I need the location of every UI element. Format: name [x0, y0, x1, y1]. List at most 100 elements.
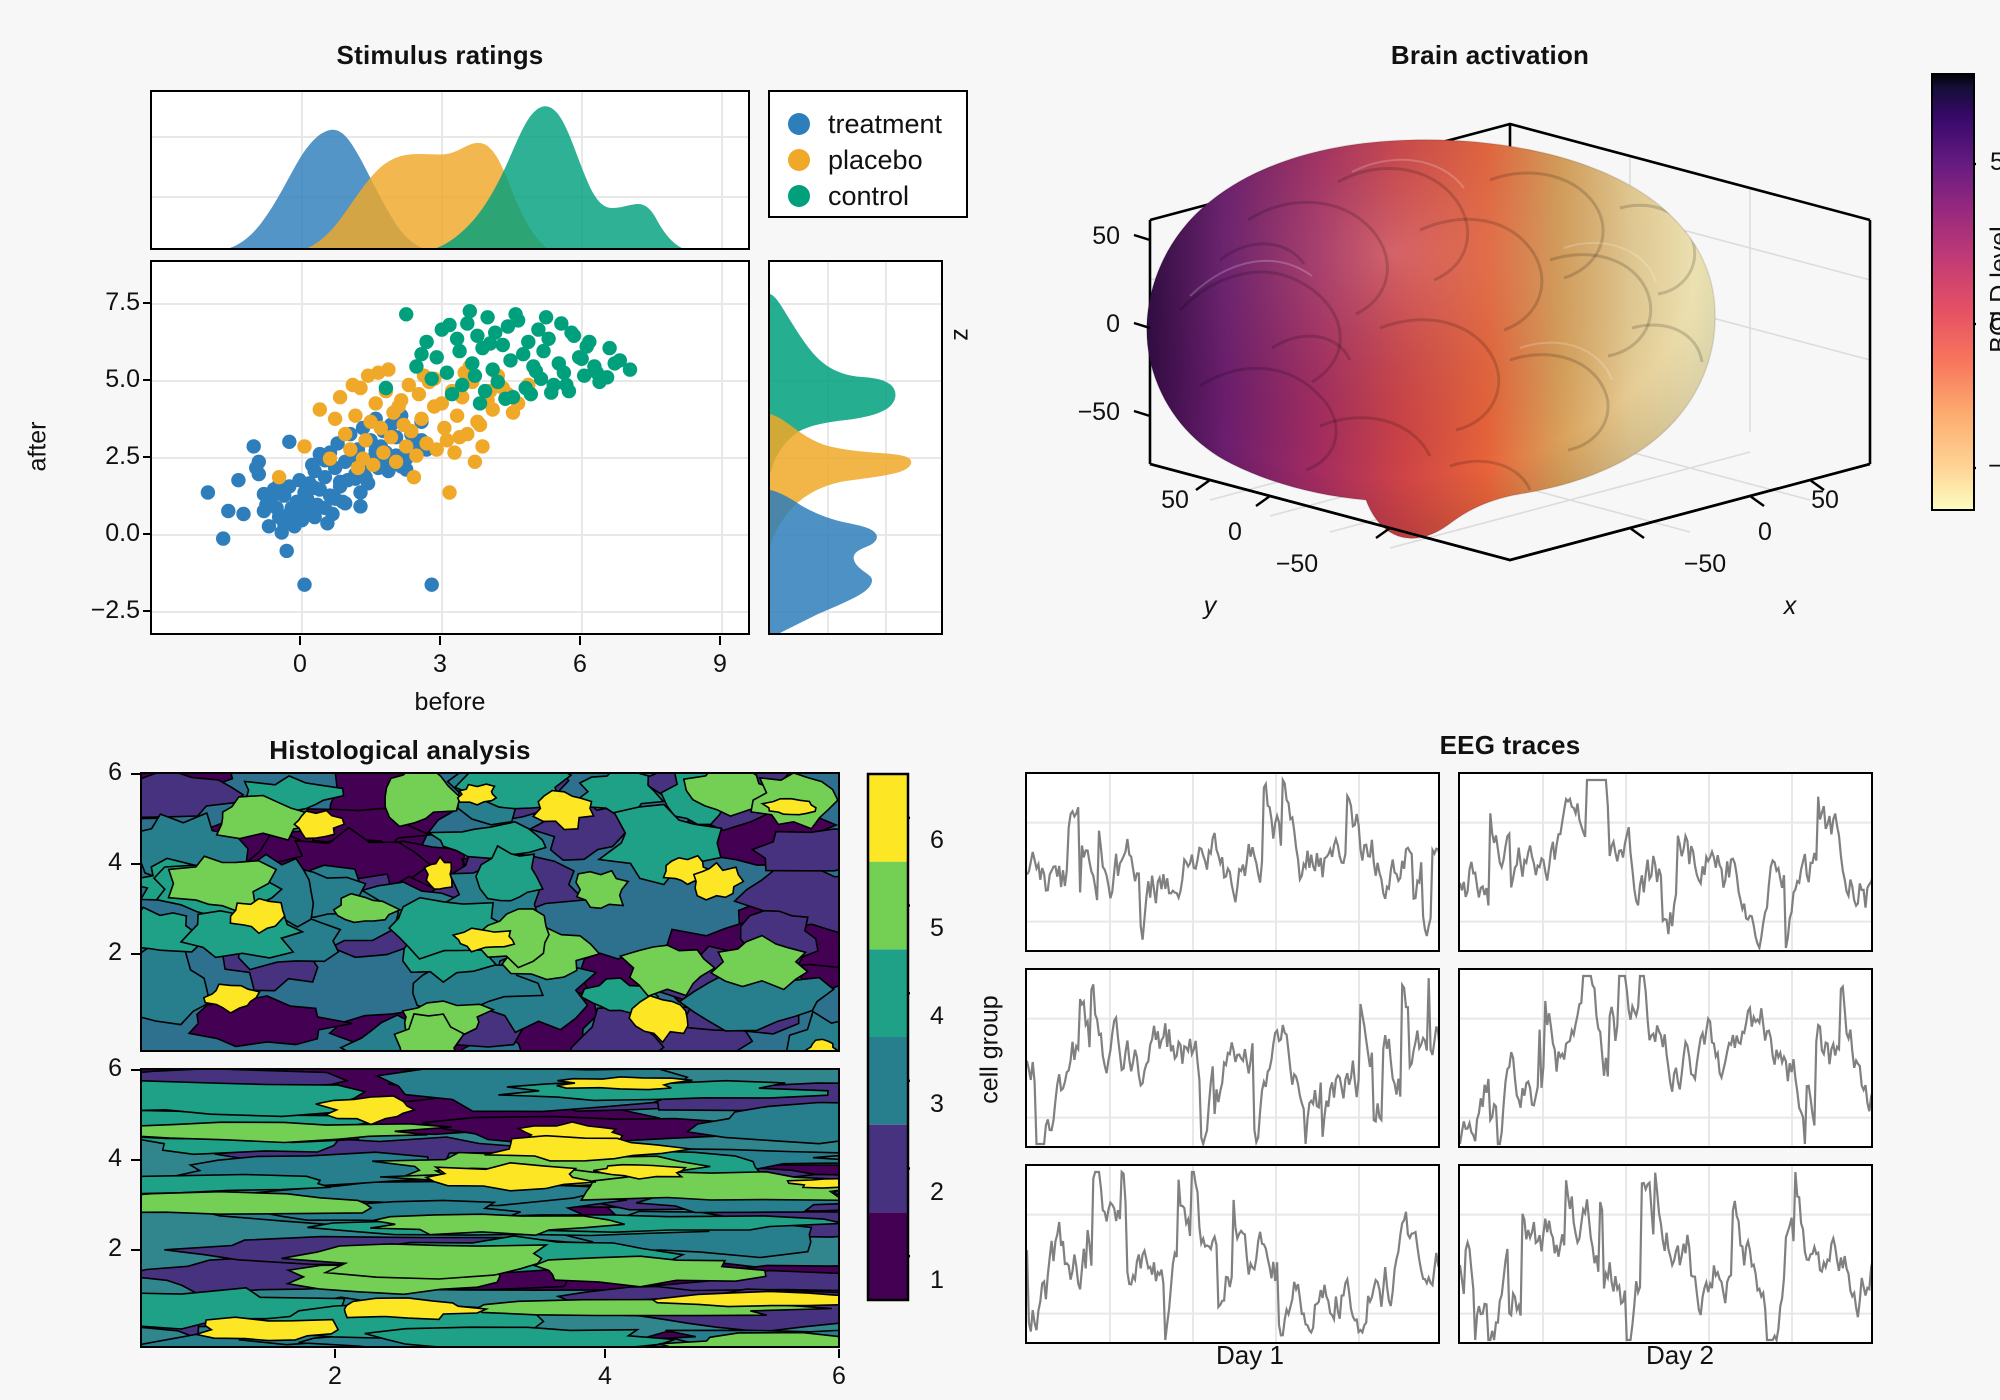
scatter-point	[348, 471, 363, 486]
brain-y-axis-label: y	[1203, 592, 1217, 620]
scatter-point	[236, 506, 251, 522]
scatter-point	[368, 396, 383, 411]
contour-band	[456, 783, 498, 806]
scatter-point	[200, 485, 216, 500]
scatter-point	[348, 408, 363, 423]
colorbar-band	[868, 774, 908, 862]
contour-top-y-4: 4	[108, 848, 122, 876]
eeg-traces-title: EEG traces	[1439, 730, 1581, 760]
scatter-point	[317, 470, 333, 485]
scatter-point	[508, 307, 523, 322]
contour-band	[658, 1331, 838, 1346]
scatter-point	[574, 351, 589, 366]
scatter-point	[462, 304, 477, 319]
y-tick-5.0: 5.0	[105, 365, 140, 393]
legend-item-control[interactable]: control	[788, 178, 966, 214]
scatter-point	[414, 347, 429, 362]
contour-band	[484, 1134, 692, 1162]
scatter-point	[391, 399, 406, 414]
histological-analysis-title: Histological analysis	[269, 735, 531, 765]
brain-z-tick-0: 0	[1106, 310, 1120, 338]
scatter-point	[221, 503, 236, 519]
x-tick-0: 0	[293, 650, 307, 678]
scatter-point	[460, 316, 475, 331]
density-treatment-right	[770, 490, 877, 633]
scatter-point	[338, 496, 353, 511]
scatter-point	[602, 340, 617, 356]
contour-band	[531, 789, 595, 831]
scatter-point	[327, 411, 343, 426]
scatter-point	[449, 331, 465, 346]
contour-band	[750, 828, 838, 872]
cell-tick-4: 4	[930, 1002, 944, 1030]
scatter-point	[383, 430, 399, 445]
cell-tick-1: 1	[930, 1266, 944, 1294]
contour-band	[332, 892, 402, 924]
scatter-point	[325, 506, 340, 522]
legend-label-placebo: placebo	[828, 144, 923, 175]
brain-y-tick--50: −50	[1275, 550, 1319, 578]
contour-band	[805, 1038, 838, 1050]
scatter-point	[424, 577, 439, 592]
scatter-point	[261, 519, 277, 534]
right-density-svg	[770, 262, 941, 633]
scatter-point	[373, 420, 388, 436]
brain-z-tick--50: −50	[1077, 398, 1120, 426]
contour-band	[229, 897, 286, 935]
top-density-svg	[152, 92, 748, 248]
scatter-point	[528, 363, 544, 379]
legend-item-placebo[interactable]: placebo	[788, 142, 966, 178]
scatter-point	[599, 370, 615, 385]
contour-band	[142, 1121, 452, 1144]
eeg-trace-cell	[1458, 968, 1873, 1148]
contour-band	[451, 927, 516, 953]
eeg-trace-svg	[1027, 774, 1438, 950]
scatter-point	[455, 377, 470, 393]
scatter-point	[419, 334, 434, 350]
contour-x-6: 6	[832, 1362, 846, 1390]
scatter-point	[488, 325, 503, 340]
contour-band	[628, 994, 689, 1044]
scatter-point	[559, 377, 574, 393]
scatter-point	[388, 454, 404, 469]
eeg-trace-cell	[1025, 1164, 1440, 1344]
contour-top-y-2: 2	[108, 938, 122, 966]
scatter-point	[381, 362, 396, 377]
scatter-point	[399, 439, 414, 454]
contour-band	[556, 1076, 693, 1091]
cell-tick-6: 6	[930, 826, 944, 854]
eeg-column-label-day2: Day 2	[1646, 1340, 1714, 1370]
scatter-point	[409, 359, 424, 374]
scatter-plot-area	[150, 260, 750, 635]
contour-band	[531, 1255, 767, 1288]
eeg-trace-line	[1027, 1169, 1438, 1341]
scatter-point	[353, 499, 368, 514]
eeg-trace-cell	[1458, 772, 1873, 952]
scatter-point	[437, 420, 452, 436]
scatter-point	[404, 423, 419, 439]
contour-band	[423, 855, 453, 890]
scatter-point	[467, 368, 483, 383]
scatter-point	[424, 371, 439, 386]
scatter-point	[452, 343, 467, 359]
scatter-point	[544, 385, 559, 400]
scatter-point	[482, 336, 498, 351]
scatter-point	[531, 322, 546, 337]
scatter-point	[332, 474, 348, 489]
scatter-point	[399, 307, 414, 322]
legend-dot-control	[788, 185, 810, 207]
scatter-point	[467, 454, 483, 469]
scatter-point	[256, 486, 272, 502]
contour-band	[142, 774, 245, 819]
legend-item-treatment[interactable]: treatment	[788, 106, 966, 142]
scatter-point	[449, 408, 465, 423]
contour-band	[315, 1095, 417, 1126]
scatter-point	[472, 417, 488, 433]
scatter-point	[541, 331, 556, 346]
stimulus-ratings-title: Stimulus ratings	[336, 40, 544, 70]
scatter-point	[564, 325, 579, 340]
scatter-point	[251, 454, 266, 469]
scatter-point	[577, 368, 592, 383]
contour-bottom-y-2: 2	[108, 1234, 122, 1262]
contour-band	[364, 1326, 676, 1346]
